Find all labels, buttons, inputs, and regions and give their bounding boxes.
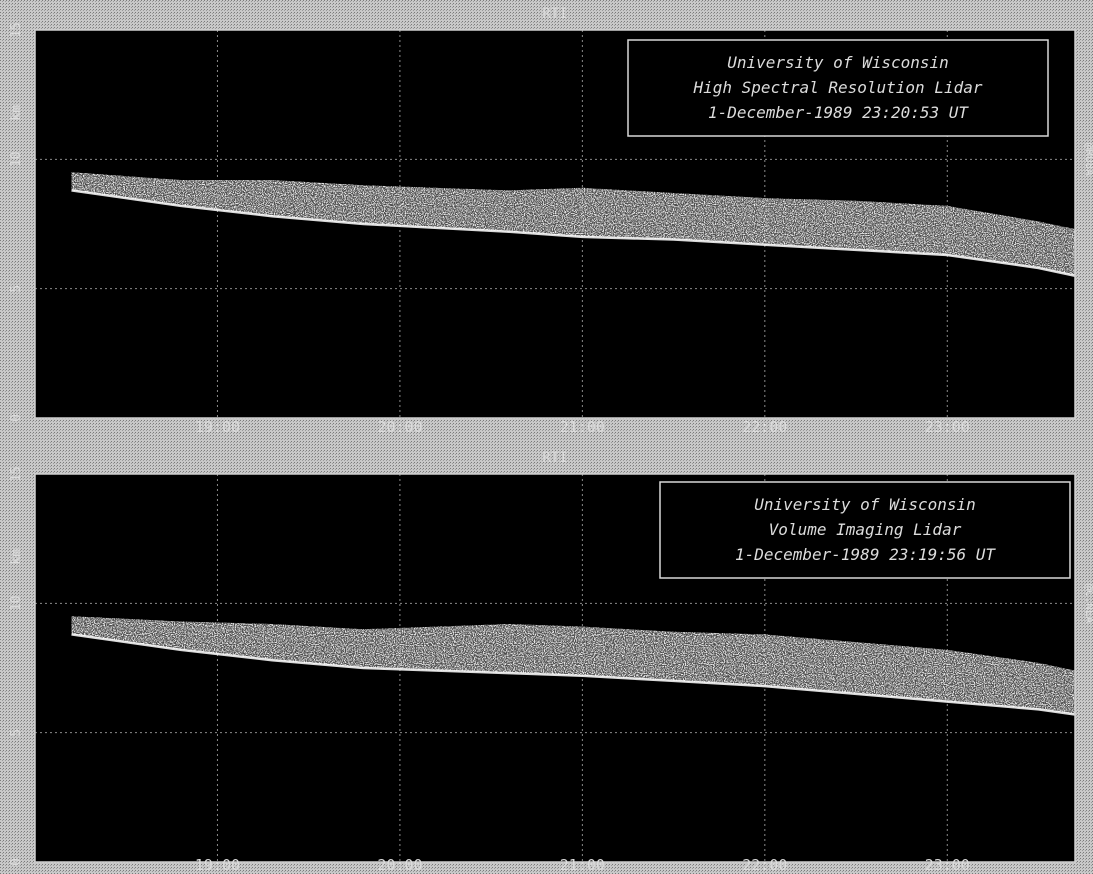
chart-title: RTI <box>542 450 567 466</box>
legend-line: University of Wisconsin <box>727 53 949 72</box>
instrument-legend: University of Wisconsin High Spectral Res… <box>627 39 1049 137</box>
x-tick-label: 23:00 <box>925 856 970 874</box>
x-tick-label: 22:00 <box>742 418 787 436</box>
x-tick-label: 19:00 <box>195 418 240 436</box>
x-tick-label: 22:00 <box>742 856 787 874</box>
y-tick-label: 15 <box>9 22 24 38</box>
y-tick-label: 10 <box>9 152 24 168</box>
y-tick-label: 5 <box>9 729 24 737</box>
y-tick-label: 15 <box>9 466 24 482</box>
x-tick-label: 19:00 <box>195 856 240 874</box>
chart-title: RTI <box>542 6 567 22</box>
right-edge-label: @C.NEA <box>1083 583 1093 623</box>
y-tick-label: 0 <box>9 414 24 422</box>
legend-line: 1-December-1989 23:20:53 UT <box>708 103 969 122</box>
x-tick-label: 23:00 <box>925 418 970 436</box>
y-tick-label: 0 <box>9 858 24 866</box>
cloud-base-edge <box>71 633 1076 716</box>
y-tick-label: 10 <box>9 596 24 612</box>
cloud-base-edge <box>71 189 1076 277</box>
x-tick-label: 21:00 <box>560 418 605 436</box>
x-tick-label: 20:00 <box>377 856 422 874</box>
x-tick-label: 21:00 <box>560 856 605 874</box>
right-edge-label: @RU8A <box>1083 143 1093 176</box>
legend-box <box>627 39 1049 137</box>
plot-frame <box>34 473 1076 863</box>
legend-line: University of Wisconsin <box>754 495 976 514</box>
legend-line: Volume Imaging Lidar <box>769 520 962 539</box>
y-axis-label: km <box>9 549 24 565</box>
plot-frame <box>34 29 1076 419</box>
legend-line: 1-December-1989 23:19:56 UT <box>735 545 996 564</box>
rti-panel-2: RTI 19:00 20:00 21:00 22:00 23:00 0 5 10 15 km @C.N… <box>9 450 1093 874</box>
legend-box <box>659 481 1071 579</box>
cloud-layer-speckle <box>71 172 1076 276</box>
rti-panel-1: RTI 19:00 20:00 21:00 22:00 23:00 0 5 10 15 km @RU8… <box>9 6 1093 436</box>
y-tick-label: 5 <box>9 285 24 293</box>
x-tick-label: 20:00 <box>377 418 422 436</box>
instrument-legend: University of Wisconsin Volume Imaging Li… <box>659 481 1071 579</box>
legend-line: High Spectral Resolution Lidar <box>693 78 983 97</box>
y-axis-label: km <box>9 105 24 121</box>
